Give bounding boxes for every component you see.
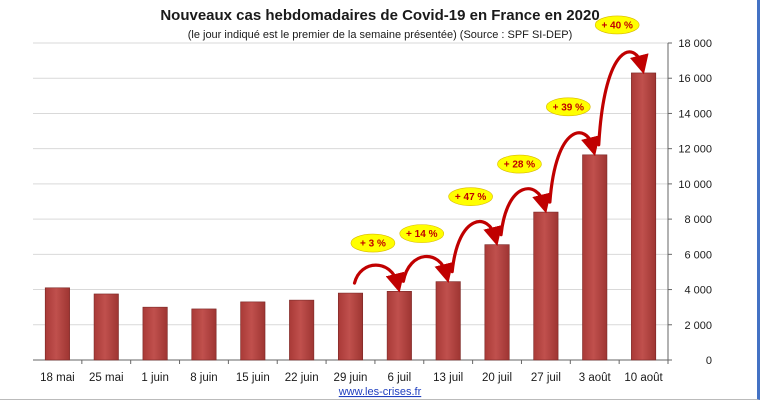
y-tick-label: 12 000 [678, 144, 712, 156]
x-tick-label: 10 août [624, 372, 663, 384]
growth-badge [546, 97, 591, 117]
y-tick-label: 10 000 [678, 179, 712, 191]
bar-29-juin [337, 292, 364, 361]
bars [44, 72, 657, 361]
growth-label: + 47 % [455, 192, 487, 203]
y-tick-label: 18 000 [678, 38, 712, 50]
y-tick-label: 2 000 [684, 320, 712, 332]
growth-annotation: + 40 % [594, 15, 649, 147]
x-tick-label: 20 juil [482, 372, 512, 384]
growth-label: + 14 % [406, 229, 438, 240]
gridlines [33, 42, 668, 326]
growth-annotation: + 47 % [448, 187, 503, 274]
bar-20-juil [484, 244, 510, 361]
growth-badge [497, 154, 542, 174]
y-tick-label: 8 000 [684, 214, 712, 226]
growth-annotation: + 14 % [399, 224, 454, 283]
x-tick-label: 13 juil [433, 372, 463, 384]
x-tick-label: 18 mai [40, 372, 75, 384]
growth-annotations: + 3 % + 14 % + 47 % + 28 % + 39 % + 40 % [350, 15, 649, 293]
bar-3-août [582, 154, 608, 361]
growth-label: + 3 % [360, 239, 386, 250]
bar-13-juil [435, 281, 461, 361]
growth-arrow [352, 263, 405, 293]
bar-25-mai [93, 293, 119, 361]
bar-10-août [631, 72, 657, 361]
bar-1-juin [142, 306, 168, 361]
x-tick-label: 29 juin [334, 372, 368, 384]
x-tick-label: 22 juin [285, 372, 319, 384]
growth-annotation: + 39 % [546, 97, 600, 204]
chart-subtitle: (le jour indiqué est le premier de la se… [188, 29, 573, 41]
bar-27-juil [533, 211, 559, 361]
growth-badge [448, 187, 493, 206]
growth-badge [350, 233, 396, 253]
x-tick-label: 1 juin [141, 372, 169, 384]
growth-annotation: + 3 % [350, 233, 405, 293]
x-tick-label: 25 mai [89, 372, 124, 384]
growth-arrow [401, 254, 454, 283]
x-tick-label: 27 juil [531, 372, 561, 384]
growth-badge [399, 224, 445, 243]
y-tick-label: 16 000 [678, 73, 712, 85]
chart-title: Nouveaux cas hebdomadaires de Covid-19 e… [160, 7, 599, 24]
y-tick-labels: 0 2 000 4 000 6 000 8 000 10 000 12 000 14 000 1… [678, 38, 712, 367]
growth-label: + 39 % [553, 102, 585, 113]
growth-annotation: + 28 % [497, 154, 551, 237]
bar-18-mai [44, 287, 70, 361]
source-link[interactable]: www.les-crises.fr [338, 386, 422, 398]
y-tick-label: 4 000 [684, 285, 712, 297]
growth-arrow [548, 131, 600, 204]
growth-arrow [499, 187, 551, 237]
x-tick-label: 15 juin [236, 372, 270, 384]
x-tick-labels: 18 mai 25 mai 1 juin 8 juin 15 juin 22 juin 29… [40, 372, 663, 384]
y-tick-label: 14 000 [678, 108, 712, 120]
bar-8-juin [191, 308, 217, 361]
growth-label: + 28 % [504, 160, 536, 171]
bar-15-juin [240, 301, 266, 361]
growth-arrow [450, 220, 503, 274]
x-tick-label: 3 août [579, 372, 612, 384]
bar-6-juil [386, 291, 412, 361]
x-tick-label: 6 juil [388, 372, 412, 384]
growth-label: + 40 % [601, 20, 633, 31]
x-tick-label: 8 juin [190, 372, 218, 384]
growth-badge [594, 15, 640, 35]
y-tick-label: 6 000 [684, 249, 712, 261]
bar-22-juin [289, 299, 315, 361]
y-tick-label: 0 [706, 355, 712, 367]
growth-arrow [597, 50, 649, 147]
